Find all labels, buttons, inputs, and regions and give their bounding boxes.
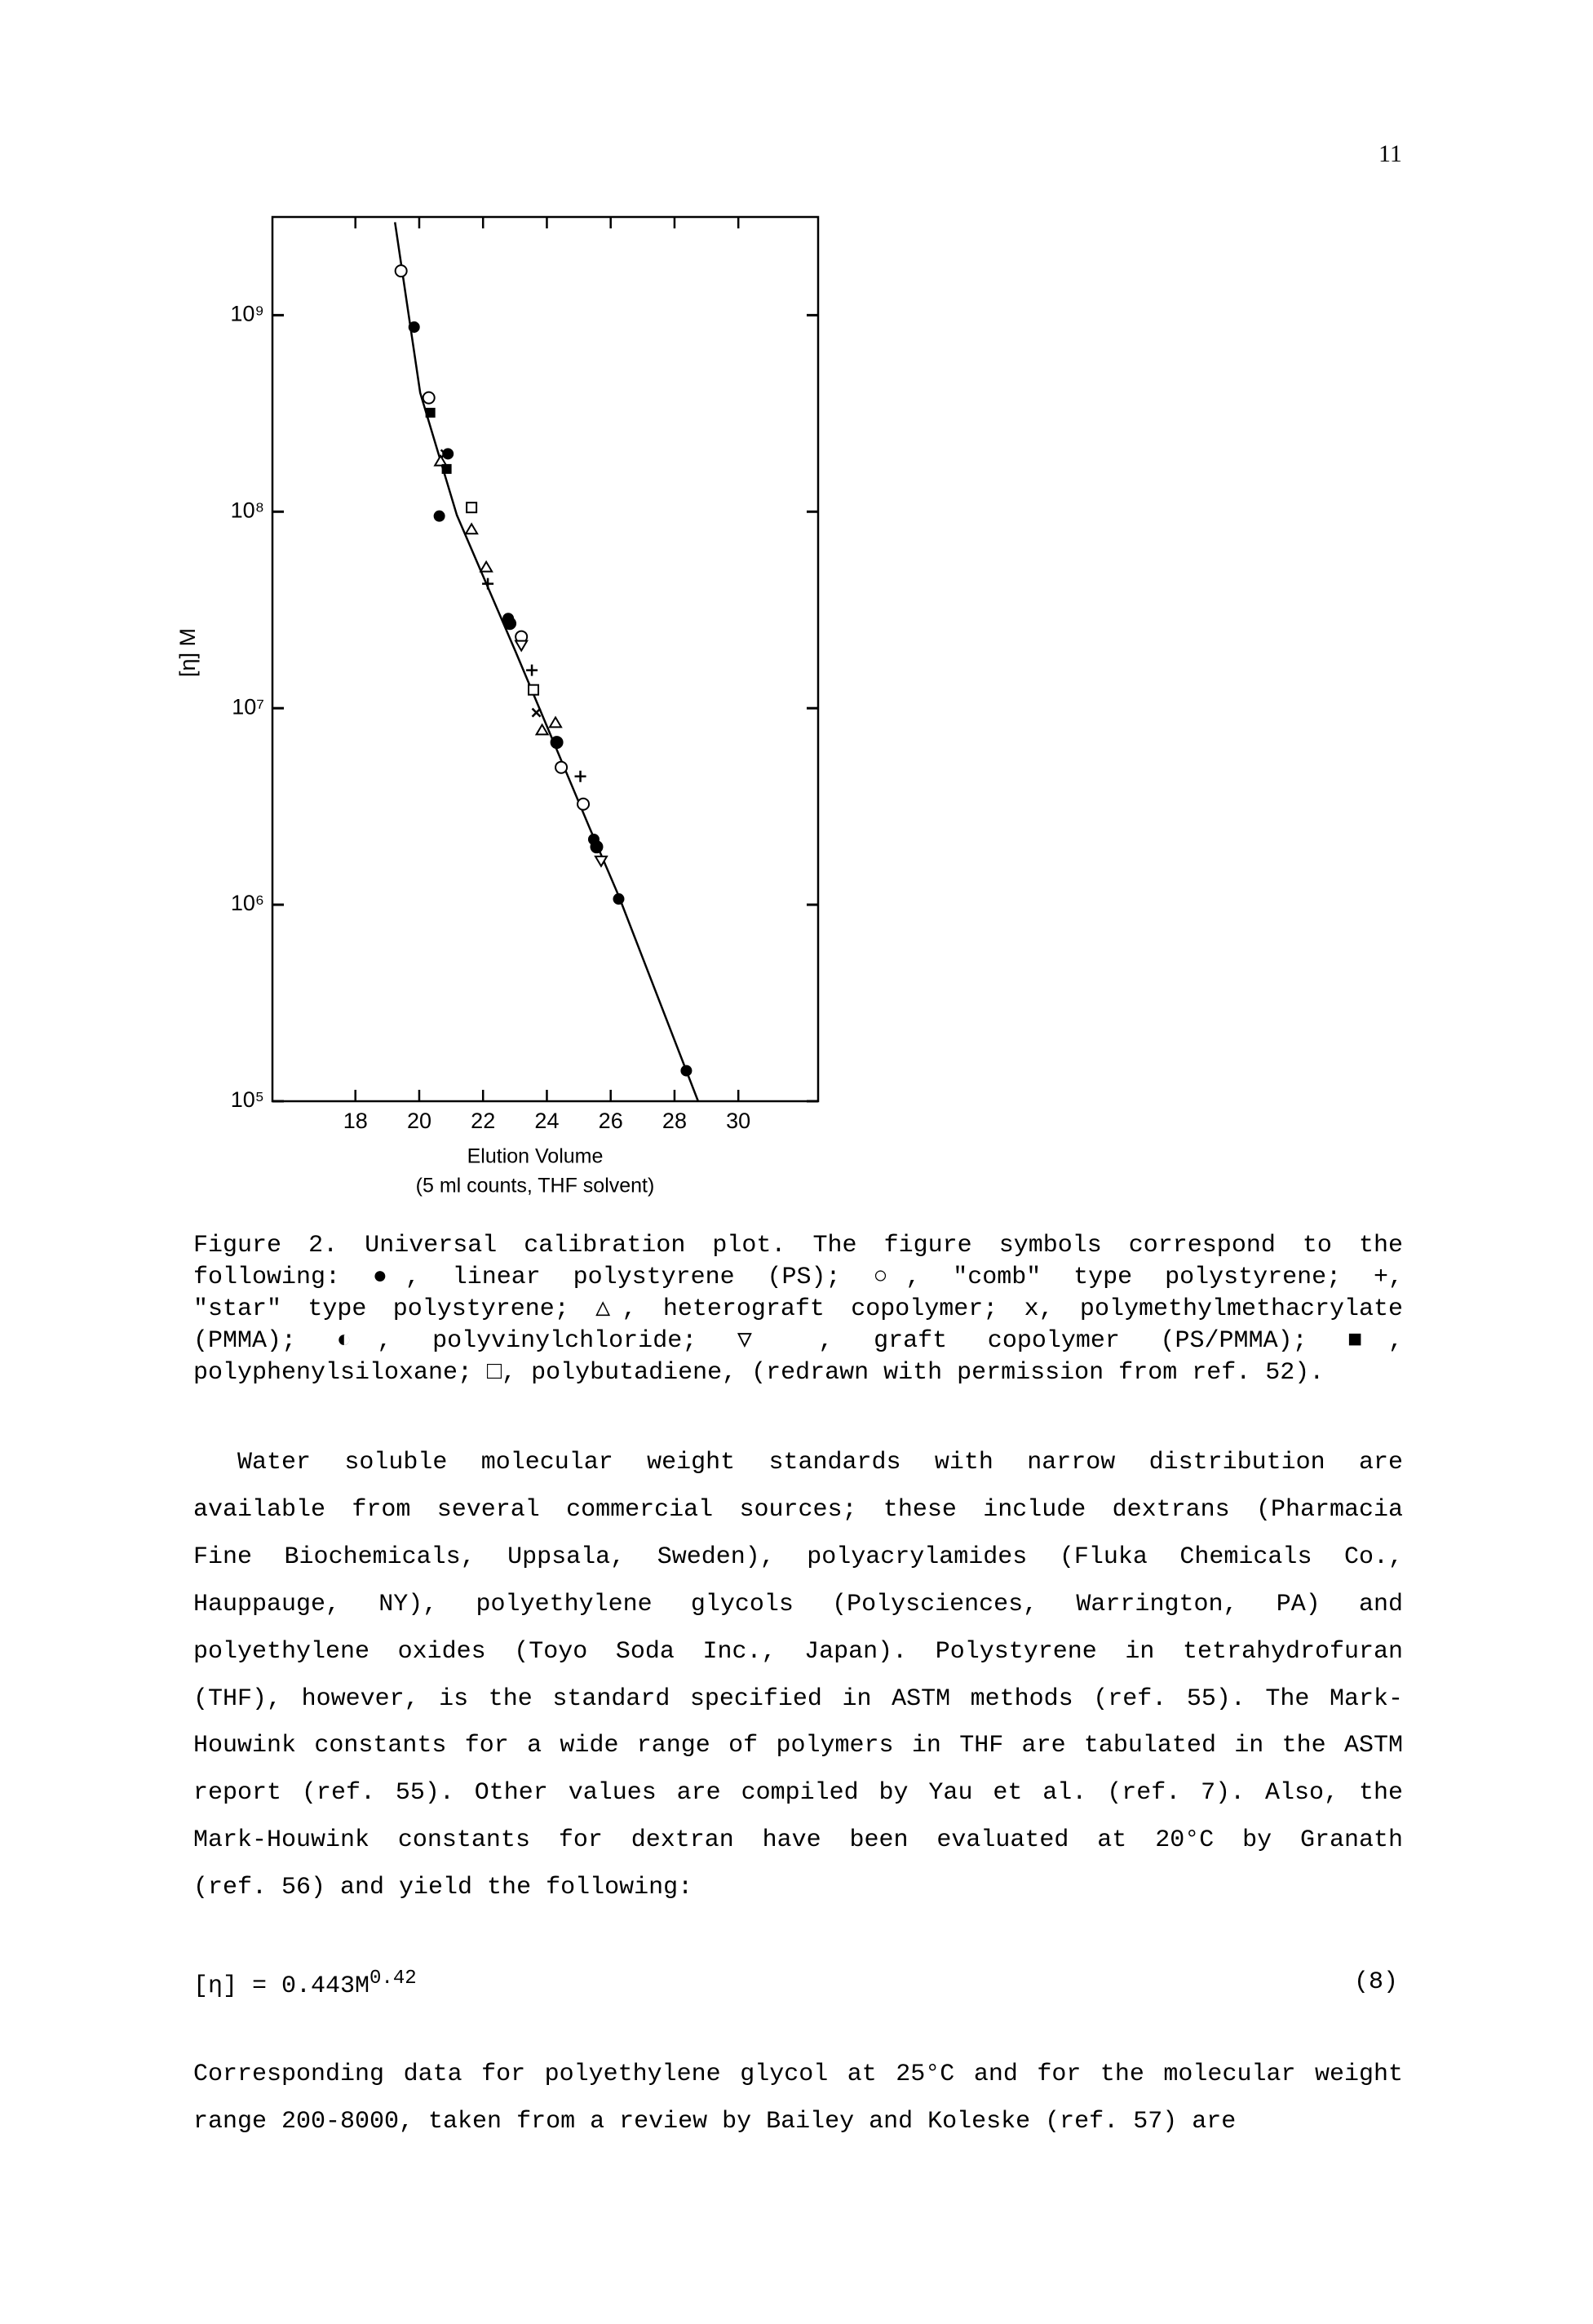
equation-exponent: 0.42 [369, 1968, 417, 1990]
point [422, 391, 436, 405]
point [680, 1065, 693, 1077]
body-line: Houwink constants for a wide range of po… [193, 1732, 1403, 1760]
point [466, 502, 478, 514]
x-tick-label: 18 [343, 1109, 368, 1133]
x-axis-title: Elution Volume [467, 1145, 604, 1168]
point [577, 797, 591, 811]
point [548, 715, 563, 728]
body-line: Fine Biochemicals, Uppsala, Sweden), pol… [193, 1543, 1403, 1571]
plot-frame [271, 215, 820, 1103]
point [441, 463, 452, 474]
body-line: Corresponding data for polyethylene glyc… [193, 2061, 1403, 2088]
point [531, 707, 542, 718]
point [440, 449, 450, 459]
equation-number: (8) [1354, 1968, 1399, 1996]
x-tick-label: 20 [407, 1109, 431, 1133]
y-tick-label: 10⁶ [231, 891, 264, 915]
point [503, 617, 517, 631]
caption-line: polyphenylsiloxane; □, polybutadiene, (r… [193, 1359, 1325, 1387]
point [555, 760, 569, 774]
fit-line [393, 222, 700, 1102]
point [482, 578, 494, 590]
point [574, 770, 586, 782]
y-tick-label: 10⁹ [230, 302, 264, 326]
point [408, 321, 420, 333]
body-line: (THF), however, is the standard specifie… [193, 1684, 1403, 1713]
y-tick-label: 10⁷ [232, 694, 264, 719]
y-axis-title: [η] M [175, 628, 200, 677]
point [394, 264, 408, 278]
body-line: report (ref. 55). Other values are compi… [193, 1779, 1403, 1808]
x-tick-label: 24 [534, 1109, 559, 1133]
point [528, 684, 540, 696]
caption-line: Figure 2. Universal calibration plot. Th… [193, 1232, 1403, 1259]
point [550, 736, 564, 750]
point [433, 510, 445, 522]
point [514, 640, 529, 653]
body-line: available from several commercial source… [193, 1495, 1403, 1524]
y-tick-label: 10⁵ [231, 1087, 264, 1112]
caption-line: (PMMA); ◐, polyvinylchloride; ▽ , graft … [193, 1327, 1403, 1355]
caption-line: following: ●, linear polystyrene (PS); ○… [193, 1264, 1403, 1291]
body-line: (ref. 56) and yield the following: [193, 1874, 693, 1902]
point [433, 454, 448, 467]
x-tick-label: 30 [726, 1109, 750, 1133]
x-tick-label: 22 [471, 1109, 495, 1133]
body-line: Hauppauge, NY), polyethylene glycols (Po… [193, 1590, 1403, 1618]
chart: 10⁵ 10⁶ 10⁷ 10⁸ 10⁹ 18 20 22 24 26 28 30 [η] M Elutio… [175, 215, 820, 1197]
point [526, 664, 538, 676]
point [613, 893, 625, 905]
body-line: range 200-8000, taken from a review by B… [193, 2107, 1237, 2136]
page-number: 11 [1378, 140, 1402, 167]
point [425, 407, 436, 418]
caption-line: "star" type polystyrene; △, heterograft … [193, 1295, 1403, 1323]
equation-base: [η] = 0.443M [193, 1972, 370, 2000]
body-line: Water soluble molecular weight standards… [237, 1449, 1403, 1476]
point [464, 522, 479, 535]
x-tick-label: 26 [599, 1109, 623, 1133]
body-line: polyethylene oxides (Toyo Soda Inc., Jap… [193, 1637, 1403, 1666]
y-tick-label: 10⁸ [231, 498, 264, 522]
x-tick-label: 28 [662, 1109, 687, 1133]
point [442, 448, 454, 460]
equation: [η] = 0.443M0.42 [193, 1963, 417, 2003]
x-axis-note: (5 ml counts, THF solvent) [416, 1175, 655, 1197]
body-line: Mark-Houwink constants for dextran have … [193, 1826, 1403, 1855]
point [479, 560, 493, 573]
point [534, 723, 550, 736]
point [594, 855, 608, 868]
point [590, 840, 604, 854]
